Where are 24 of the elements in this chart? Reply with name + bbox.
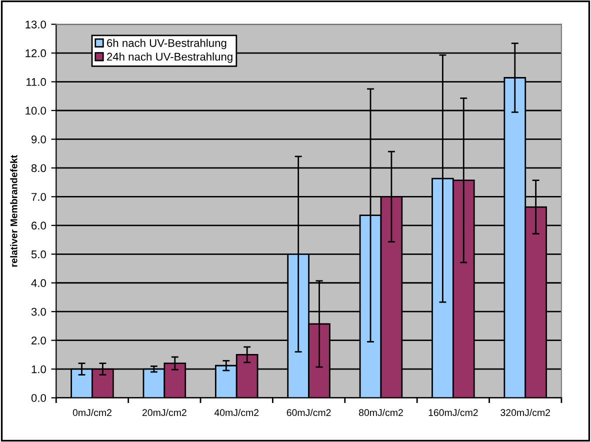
y-tick-label: 12.0 bbox=[26, 49, 46, 58]
legend-label: 24h nach UV-Bestrahlung bbox=[107, 52, 232, 63]
y-tick-label: 10.0 bbox=[26, 106, 46, 115]
y-tick-label: 9.0 bbox=[32, 135, 46, 144]
y-tick-label: 0.0 bbox=[31, 394, 46, 402]
x-tick-label: 320mJ/cm2 bbox=[500, 408, 550, 416]
x-tick-label: 80mJ/cm2 bbox=[358, 408, 403, 416]
y-tick-label: 5.0 bbox=[31, 250, 46, 258]
y-tick-label: 11.0 bbox=[26, 78, 46, 86]
x-tick-label: 40mJ/cm2 bbox=[214, 408, 259, 416]
x-tick-label: 60mJ/cm2 bbox=[286, 408, 331, 416]
y-axis-title: relativer Membrandefekt bbox=[10, 154, 18, 267]
x-tick-label: 0mJ/cm2 bbox=[72, 408, 112, 416]
y-tick-label: 3.0 bbox=[31, 308, 46, 316]
y-tick-label: 6.0 bbox=[32, 222, 46, 230]
legend-label: 6h nach UV-Bestrahlung bbox=[107, 38, 226, 50]
x-tick-label: 20mJ/cm2 bbox=[142, 408, 186, 416]
y-tick-label: 4.0 bbox=[31, 279, 46, 288]
y-tick-label: 7.0 bbox=[32, 192, 46, 201]
y-tick-label: 1.0 bbox=[32, 365, 46, 374]
y-tick-label: 8.0 bbox=[31, 164, 46, 172]
y-tick-label: 13.0 bbox=[26, 20, 46, 28]
y-tick-label: 2.0 bbox=[32, 336, 46, 344]
x-tick-label: 160mJ/cm2 bbox=[428, 408, 478, 416]
